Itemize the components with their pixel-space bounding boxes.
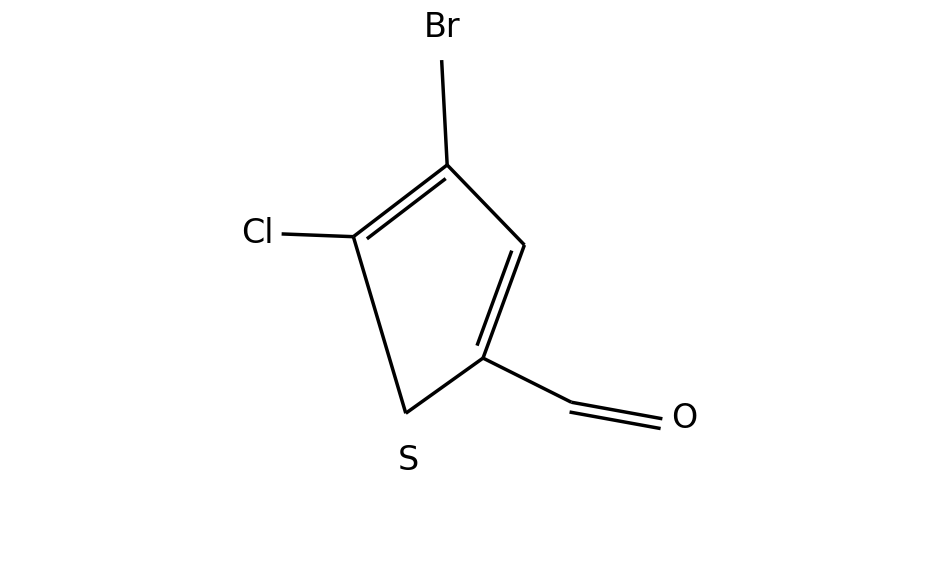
Text: Br: Br — [423, 10, 460, 44]
Text: Cl: Cl — [241, 217, 274, 251]
Text: S: S — [398, 444, 419, 477]
Text: O: O — [670, 402, 697, 436]
